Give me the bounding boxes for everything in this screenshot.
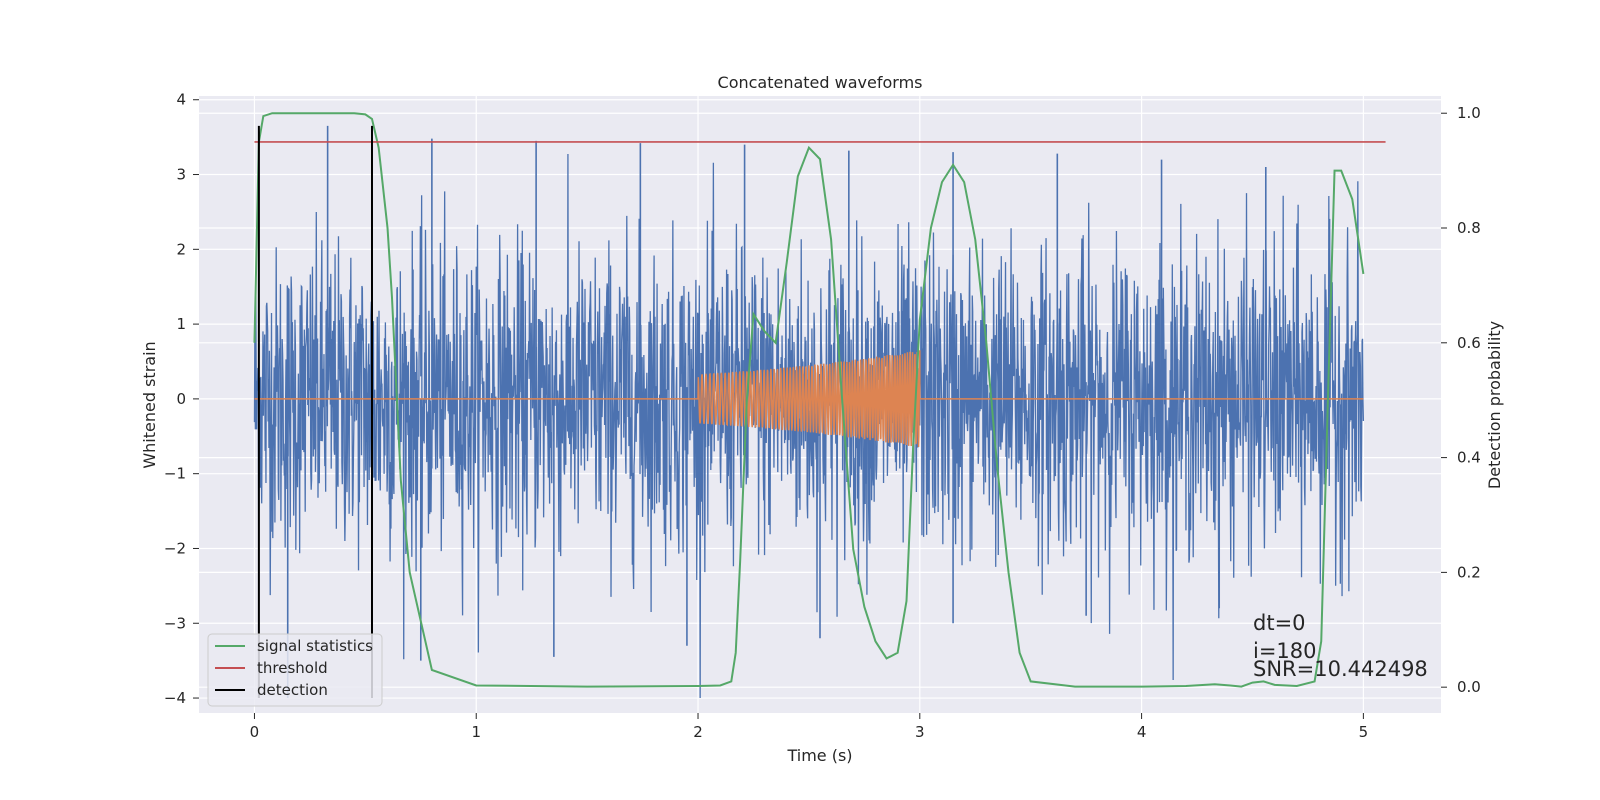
- y-tick-label-left: −3: [164, 614, 186, 632]
- y-tick-label-left: −2: [164, 539, 186, 557]
- y-tick-label-left: 0: [176, 390, 186, 408]
- y-tick-label-left: 4: [176, 91, 186, 109]
- y-tick-label-left: 3: [176, 166, 186, 184]
- y-tick-label-right: 0.2: [1457, 563, 1481, 581]
- y-axis-label-left: Whitened strain: [140, 341, 159, 468]
- y-tick-label-right: 0.8: [1457, 219, 1481, 237]
- y-tick-label-left: −4: [164, 689, 186, 707]
- series-signal-statistics: [253, 112, 1365, 688]
- y-tick-label-right: 1.0: [1457, 104, 1481, 122]
- y-tick-label-left: −1: [164, 465, 186, 483]
- y-tick-label-right: 0.0: [1457, 678, 1481, 696]
- x-tick-label: 3: [915, 723, 925, 741]
- legend-label-detection: detection: [257, 681, 328, 699]
- legend-label-signal-statistics: signal statistics: [257, 637, 373, 655]
- annotation-snr: SNR=10.442498: [1253, 657, 1428, 681]
- annotation-index: i=180: [1253, 639, 1317, 663]
- legend-box: [207, 633, 383, 707]
- tick-layer: 0 1 2 3 4 5 −4 −3 −2 −1 0 1 2 3 4 0.0 0.2 0.4 0.6 0.8 1.0: [164, 91, 1481, 741]
- x-tick-label: 5: [1359, 723, 1369, 741]
- series-injected-chirp: [254, 350, 1364, 447]
- x-axis-label: Time (s): [786, 746, 852, 765]
- legend-label-threshold: threshold: [257, 659, 328, 677]
- x-tick-label: 4: [1137, 723, 1147, 741]
- series-whitened-noise: [253, 153, 1365, 699]
- y-tick-label-right: 0.6: [1457, 334, 1481, 352]
- y-axis-label-right: Detection probability: [1485, 321, 1504, 489]
- annotation-dt: dt=0: [1253, 611, 1306, 635]
- y-tick-label-right: 0.4: [1457, 449, 1481, 467]
- chart-title: Concatenated waveforms: [718, 73, 923, 92]
- x-tick-label: 1: [471, 723, 481, 741]
- data-layer: [253, 112, 1386, 699]
- y-tick-label-left: 1: [176, 315, 186, 333]
- legend: signal statistics threshold detection: [207, 633, 383, 707]
- y-tick-label-left: 2: [176, 240, 186, 258]
- x-tick-label: 0: [250, 723, 260, 741]
- x-tick-label: 2: [693, 723, 703, 741]
